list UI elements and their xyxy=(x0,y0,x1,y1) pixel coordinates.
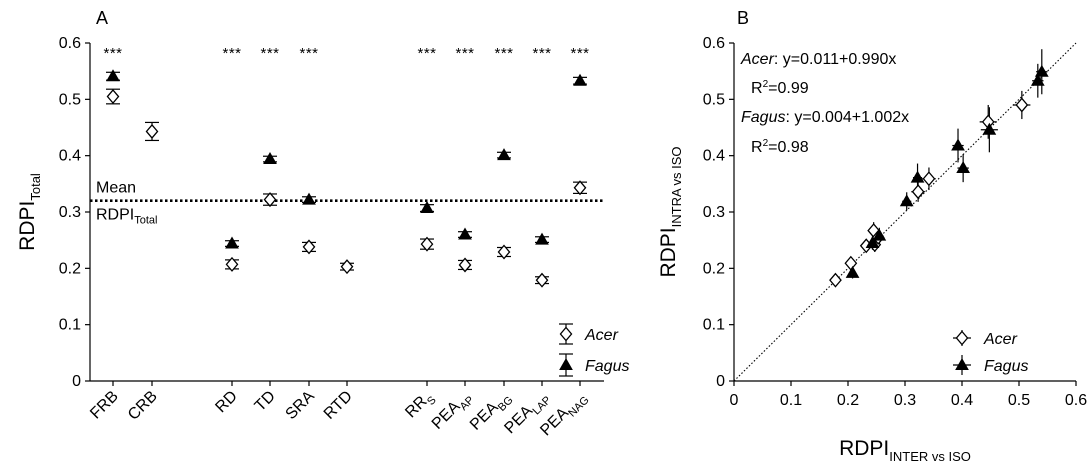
acer-point xyxy=(458,257,472,273)
acer-point xyxy=(106,89,120,105)
acer-point xyxy=(497,244,511,260)
fagus-point xyxy=(263,152,277,165)
acer-point xyxy=(535,272,549,288)
y-tick-label: 0.5 xyxy=(703,91,725,108)
acer-point xyxy=(420,236,434,252)
acer-point xyxy=(302,239,316,255)
y-tick-label: 0.6 xyxy=(59,35,81,52)
x-tick-label: PEAAP xyxy=(429,388,477,436)
acer-point xyxy=(829,272,842,288)
acer-point xyxy=(1015,97,1029,113)
x-tick-label: FRB xyxy=(87,388,122,423)
y-tick-label: 0.1 xyxy=(703,317,725,334)
x-tick-label: 0 xyxy=(730,392,739,409)
x-tick-label: TD xyxy=(252,388,279,415)
y-tick-label: 0.3 xyxy=(703,204,725,221)
legend-acer-label: Acer xyxy=(983,331,1018,348)
fagus-point xyxy=(1030,73,1045,86)
significance-label: *** xyxy=(532,45,551,62)
y-tick-label: 0 xyxy=(72,373,81,390)
x-tick-label: RD xyxy=(212,388,240,416)
acer-point xyxy=(340,259,354,275)
mean-line-label-sub: RDPITotal xyxy=(96,207,157,227)
fagus-point xyxy=(872,228,887,241)
significance-label: *** xyxy=(299,45,318,62)
y-tick-label: 0.6 xyxy=(703,35,725,52)
fagus-point xyxy=(535,232,549,245)
fagus-point xyxy=(573,73,587,86)
fagus-point xyxy=(497,148,511,161)
y-tick-label: 0 xyxy=(716,373,725,390)
acer-r2: R2=0.99 xyxy=(751,79,809,97)
significance-label: *** xyxy=(103,45,122,62)
x-tick-label: 0.5 xyxy=(1008,392,1030,409)
x-tick-label: 0.4 xyxy=(951,392,973,409)
y-tick-label: 0.4 xyxy=(703,148,725,165)
fagus-point xyxy=(951,138,965,151)
fagus-point xyxy=(225,236,239,249)
x-tick-label: CRB xyxy=(125,388,161,424)
legend-acer-marker xyxy=(559,326,573,342)
panel-b: B 0 0.1 0.2 0.3 0.4 0.5 0.6 0 0.1 0.2 0.3 0.4 0.5 0.6 R… xyxy=(657,8,1087,464)
y-tick-label: 0.5 xyxy=(59,91,81,108)
fagus-point xyxy=(845,265,860,278)
acer-point xyxy=(911,184,925,200)
acer-point xyxy=(844,255,858,271)
x-tick-label: 0.3 xyxy=(894,392,916,409)
significance-label: *** xyxy=(417,45,436,62)
y-axis-label: RDPITotal xyxy=(16,173,43,251)
legend-fagus-label: Fagus xyxy=(585,358,629,375)
fagus-point xyxy=(302,192,316,205)
y-tick-label: 0.1 xyxy=(59,317,81,334)
y-tick-label: 0.2 xyxy=(59,260,81,277)
significance-label: *** xyxy=(260,45,279,62)
legend-fagus-label: Fagus xyxy=(984,358,1028,375)
legend-fagus-marker xyxy=(559,357,573,370)
y-tick-label: 0.2 xyxy=(703,260,725,277)
fagus-r2: R2=0.98 xyxy=(751,138,809,156)
y-tick-label: 0.3 xyxy=(59,204,81,221)
fagus-point xyxy=(865,235,880,248)
significance-label: *** xyxy=(494,45,513,62)
fagus-equation: Fagus: y=0.004+1.002x xyxy=(741,109,909,126)
x-tick-label: 0.2 xyxy=(837,392,859,409)
significance-label: *** xyxy=(570,45,589,62)
mean-line-label: Mean xyxy=(96,180,136,197)
legend-acer-label: Acer xyxy=(584,327,619,344)
fagus-point xyxy=(420,201,434,214)
x-tick-label: 0.6 xyxy=(1065,392,1087,409)
fagus-point xyxy=(982,122,997,135)
significance-label: *** xyxy=(455,45,474,62)
fagus-point xyxy=(899,194,914,207)
acer-point xyxy=(263,192,277,208)
fagus-point xyxy=(458,227,472,240)
x-tick-label: SRA xyxy=(283,388,319,424)
y-tick-label: 0.4 xyxy=(59,148,81,165)
fagus-point xyxy=(106,69,120,82)
significance-label: *** xyxy=(222,45,241,62)
acer-point xyxy=(225,256,239,272)
panel-label: A xyxy=(96,8,108,28)
fagus-point xyxy=(1034,64,1049,77)
acer-point xyxy=(922,171,936,187)
x-axis-label: RDPIINTER vs ISO xyxy=(839,437,971,464)
x-tick-label: 0.1 xyxy=(780,392,802,409)
legend-acer-marker xyxy=(955,330,969,346)
acer-point xyxy=(573,180,587,196)
acer-equation: Acer: y=0.011+0.990x xyxy=(740,51,896,68)
panel-label: B xyxy=(737,8,749,28)
fagus-point xyxy=(956,161,971,174)
acer-point xyxy=(145,123,159,139)
fagus-point xyxy=(910,170,925,183)
y-axis-label: RDPIINTRA vs ISO xyxy=(657,146,684,277)
x-tick-label: RTD xyxy=(321,388,356,423)
legend-fagus-marker xyxy=(955,357,969,370)
panel-a: A 0 0.1 0.2 0.3 0.4 0.5 0.6 RDPITotal FRB CRB RD TD S… xyxy=(16,8,629,439)
